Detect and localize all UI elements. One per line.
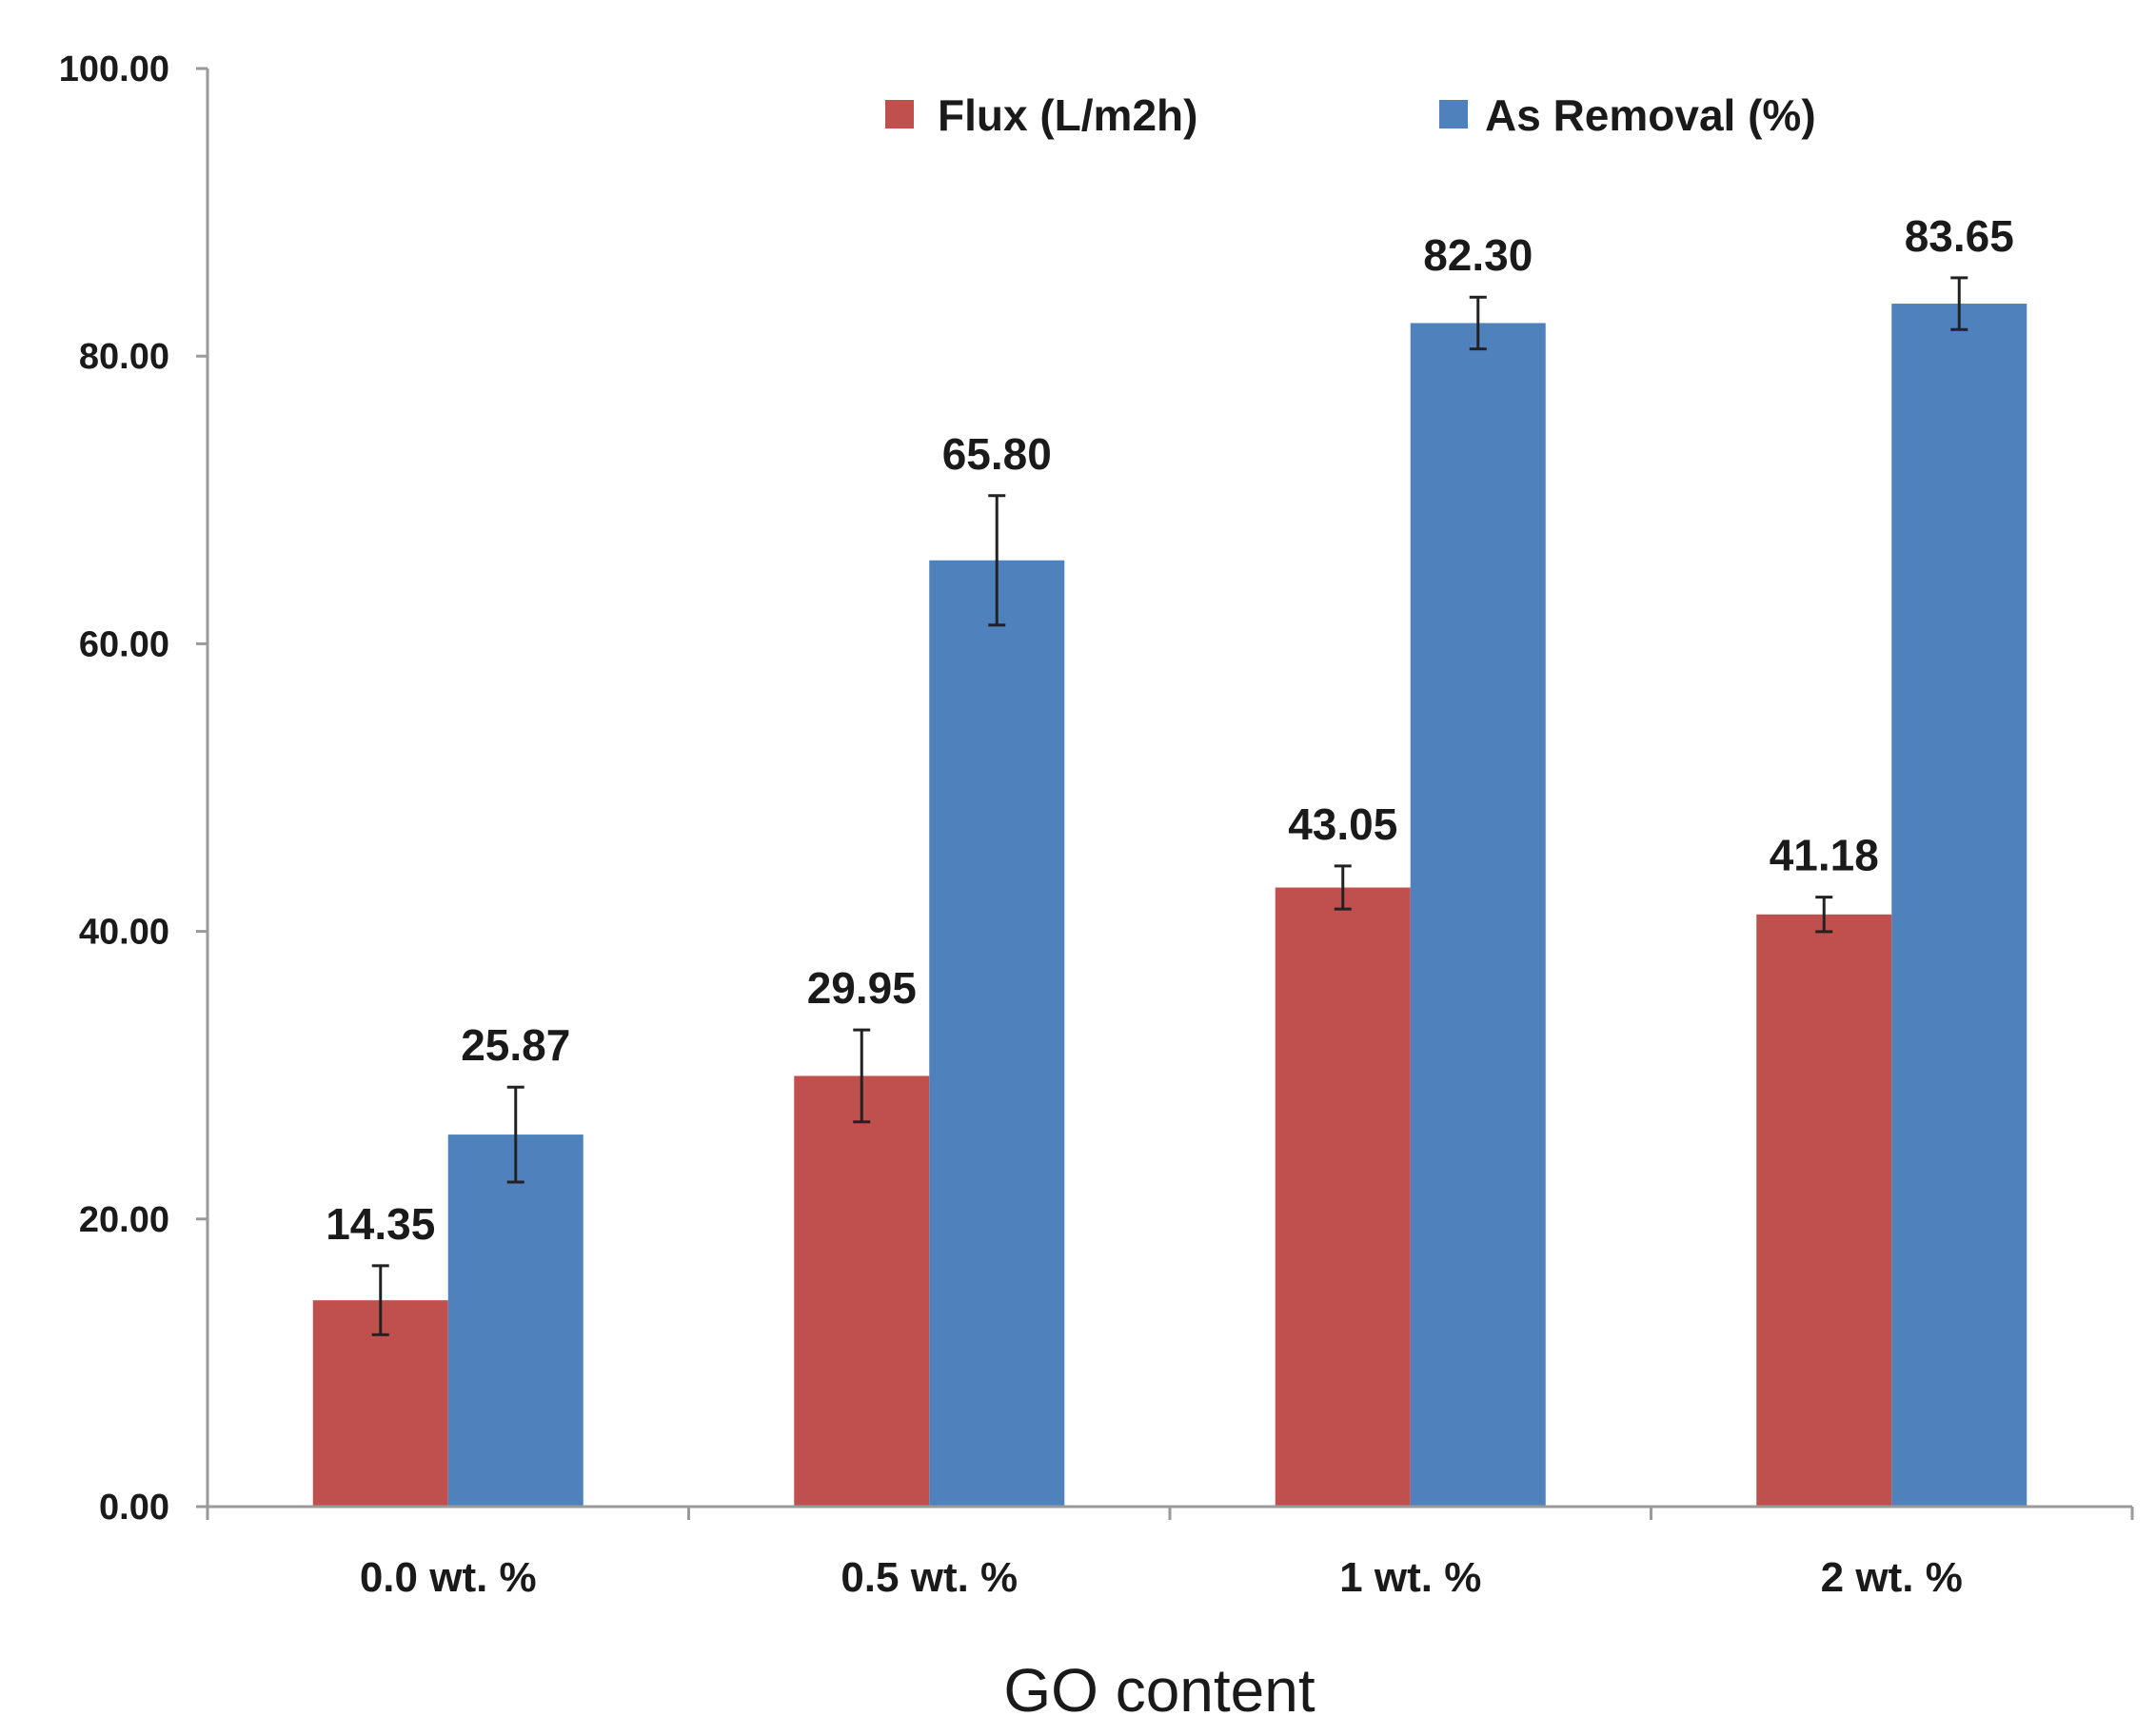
x-axis-title: GO content (1003, 1656, 1315, 1725)
bar-as-removal-1 (929, 560, 1065, 1507)
bar-as-removal-2 (1410, 323, 1546, 1507)
y-tick-label: 40.00 (79, 913, 169, 953)
data-label: 83.65 (1905, 211, 2014, 261)
data-label: 43.05 (1288, 799, 1397, 849)
y-tick-label: 80.00 (79, 337, 169, 377)
bars: 14.35 25.87 29.95 65.80 43.05 82.30 41.18 83.65 (312, 211, 2027, 1508)
x-tick-label: 0.5 wt. % (841, 1554, 1018, 1601)
y-tick-label: 100.00 (59, 49, 169, 89)
bar-flux-3 (1756, 914, 1892, 1507)
data-label: 65.80 (942, 429, 1052, 479)
bar-as-removal-0 (447, 1134, 584, 1507)
bar-flux-1 (794, 1075, 930, 1507)
y-axis-tick-labels: 0.00 20.00 40.00 60.00 80.00 100.00 (59, 49, 169, 1528)
data-label: 25.87 (461, 1020, 570, 1070)
x-tick-label: 0.0 wt. % (360, 1554, 537, 1601)
legend: Flux (L/m2h) As Removal (%) (885, 90, 1816, 140)
axes (196, 67, 2134, 1520)
y-tick-label: 60.00 (79, 624, 169, 664)
data-label: 29.95 (807, 963, 917, 1013)
data-label: 41.18 (1770, 831, 1879, 880)
data-label: 14.35 (326, 1199, 435, 1249)
x-axis-tick-labels: 0.0 wt. % 0.5 wt. % 1 wt. % 2 wt. % (360, 1554, 1963, 1601)
y-tick-label: 20.00 (79, 1200, 169, 1240)
y-tick-label: 0.00 (99, 1488, 169, 1528)
bar-flux-2 (1275, 887, 1411, 1507)
x-tick-label: 2 wt. % (1821, 1554, 1963, 1601)
bar-as-removal-3 (1891, 304, 2027, 1508)
data-label: 82.30 (1423, 230, 1533, 280)
legend-label-flux: Flux (L/m2h) (938, 90, 1197, 140)
x-tick-label: 1 wt. % (1339, 1554, 1481, 1601)
legend-swatch-as-removal (1439, 100, 1468, 128)
legend-swatch-flux (885, 100, 914, 128)
legend-label-as-removal: As Removal (%) (1485, 90, 1816, 140)
